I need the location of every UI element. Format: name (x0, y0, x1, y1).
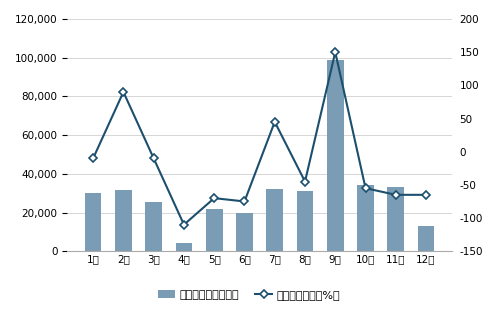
出口金额同比（%） (181, 223, 187, 227)
Bar (297, 191, 313, 251)
Bar (145, 202, 162, 251)
出口金额同比（%） (211, 196, 217, 200)
Bar (418, 226, 434, 251)
出口金额同比（%） (332, 50, 338, 54)
Bar (236, 213, 253, 251)
Bar (266, 189, 283, 251)
出口金额同比（%） (242, 200, 248, 203)
Bar (206, 209, 223, 251)
出口金额同比（%） (121, 90, 126, 94)
Line: 出口金额同比（%）: 出口金额同比（%） (90, 49, 429, 228)
出口金额同比（%） (151, 157, 157, 160)
Bar (85, 193, 102, 251)
出口金额同比（%） (393, 193, 399, 197)
出口金额同比（%） (363, 186, 369, 190)
Bar (357, 185, 374, 251)
Legend: 出口金额（千美元）, 出口金额同比（%）: 出口金额（千美元）, 出口金额同比（%） (153, 286, 345, 304)
出口金额同比（%） (272, 120, 278, 124)
出口金额同比（%） (302, 180, 308, 184)
Bar (327, 60, 344, 251)
Bar (176, 243, 192, 251)
出口金额同比（%） (423, 193, 429, 197)
Bar (387, 187, 404, 251)
Bar (115, 190, 132, 251)
出口金额同比（%） (90, 157, 96, 160)
